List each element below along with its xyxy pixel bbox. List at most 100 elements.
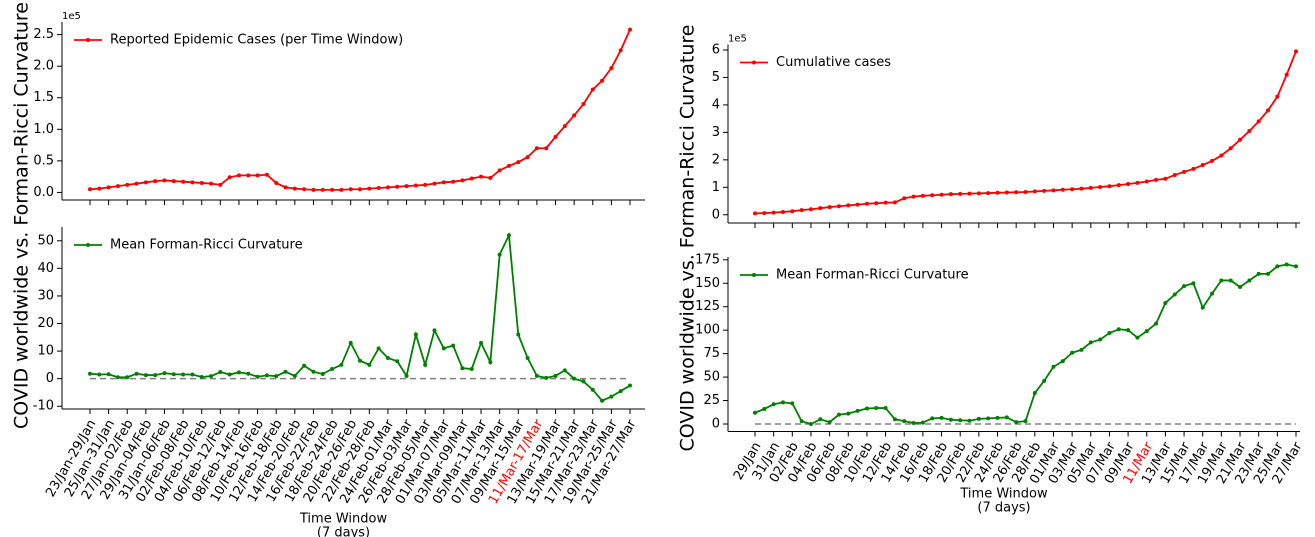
- data-point: [311, 187, 316, 192]
- data-point: [311, 369, 316, 374]
- y-tick-label: 0.5: [33, 153, 54, 168]
- data-point: [753, 410, 757, 415]
- data-point: [920, 193, 925, 198]
- y-tick-label: 0.0: [33, 185, 54, 200]
- y-tick-label: 30: [37, 288, 54, 303]
- data-point: [1051, 364, 1056, 369]
- data-point: [525, 155, 530, 160]
- data-point: [1247, 278, 1252, 283]
- data-point: [97, 186, 102, 191]
- data-point: [1144, 329, 1149, 334]
- data-point: [190, 180, 195, 185]
- data-point: [572, 113, 577, 118]
- y-tick-label: 75: [703, 346, 720, 361]
- data-point: [469, 176, 474, 181]
- data-point: [948, 192, 953, 197]
- data-point: [976, 416, 981, 421]
- data-point: [1238, 137, 1243, 142]
- y-tick-label: 10: [37, 344, 54, 359]
- legend-marker: [86, 38, 90, 42]
- data-point: [302, 363, 307, 368]
- data-point: [236, 370, 241, 375]
- data-point: [1294, 264, 1298, 269]
- data-point: [460, 178, 465, 183]
- data-point: [292, 373, 297, 378]
- data-point: [1294, 49, 1298, 54]
- data-point: [506, 163, 511, 168]
- data-point: [1070, 187, 1075, 192]
- data-point: [780, 400, 785, 405]
- data-point: [1135, 180, 1140, 185]
- y-tick-label: 1: [712, 180, 720, 195]
- data-point: [283, 185, 288, 190]
- data-point: [181, 179, 186, 184]
- data-point: [488, 175, 493, 180]
- data-point: [544, 375, 549, 380]
- data-point: [920, 420, 925, 425]
- data-point: [413, 332, 418, 337]
- data-point: [995, 190, 1000, 195]
- data-point: [1163, 176, 1168, 181]
- data-point: [590, 87, 595, 92]
- legend-marker: [86, 243, 90, 247]
- data-point: [162, 371, 167, 376]
- data-point: [780, 210, 785, 215]
- data-point: [1042, 188, 1047, 193]
- data-point: [1098, 185, 1103, 190]
- data-point: [404, 373, 409, 378]
- y-tick-label: 1.5: [33, 90, 54, 105]
- data-point: [1135, 335, 1140, 340]
- data-point: [1116, 327, 1121, 332]
- data-point: [479, 174, 484, 179]
- data-point: [497, 252, 502, 257]
- data-point: [1172, 172, 1177, 177]
- data-point: [855, 202, 860, 207]
- data-point: [395, 359, 400, 364]
- data-point: [892, 200, 897, 205]
- data-point: [1004, 190, 1009, 195]
- data-point: [97, 372, 102, 377]
- data-point: [883, 200, 888, 205]
- data-point: [1200, 163, 1205, 168]
- data-point: [827, 420, 832, 425]
- data-point: [790, 401, 795, 406]
- data-point: [339, 187, 344, 192]
- data-point: [432, 181, 437, 186]
- data-point: [609, 66, 614, 71]
- data-point: [1098, 337, 1103, 342]
- data-point: [609, 394, 614, 399]
- y-tick-label: 2.5: [33, 27, 54, 42]
- data-point: [762, 406, 767, 411]
- data-point: [790, 209, 795, 214]
- y-tick-label: 40: [37, 261, 54, 276]
- data-point: [264, 373, 269, 378]
- data-point: [190, 372, 195, 377]
- data-point: [874, 406, 879, 411]
- data-line: [89, 29, 631, 191]
- y-tick-label: 2.0: [33, 59, 54, 74]
- data-point: [441, 180, 446, 185]
- data-point: [1210, 291, 1215, 296]
- y-tick-label: 125: [695, 299, 720, 314]
- data-point: [958, 418, 963, 423]
- data-point: [836, 412, 841, 417]
- data-point: [367, 186, 372, 191]
- data-point: [762, 211, 767, 216]
- data-point: [827, 205, 832, 210]
- data-point: [376, 186, 381, 191]
- data-point: [423, 182, 428, 187]
- x-axis-label: Time Window: [959, 487, 1048, 502]
- data-point: [106, 372, 111, 377]
- data-point: [628, 383, 632, 388]
- data-point: [451, 179, 456, 184]
- y-tick-label: 0: [46, 371, 54, 386]
- data-point: [516, 160, 521, 165]
- data-point: [562, 368, 567, 373]
- data-point: [1107, 184, 1112, 189]
- y-tick-label: 50: [703, 370, 720, 385]
- data-point: [88, 371, 92, 376]
- data-point: [451, 343, 456, 348]
- data-point: [572, 376, 577, 381]
- data-point: [902, 196, 907, 201]
- data-point: [162, 178, 167, 183]
